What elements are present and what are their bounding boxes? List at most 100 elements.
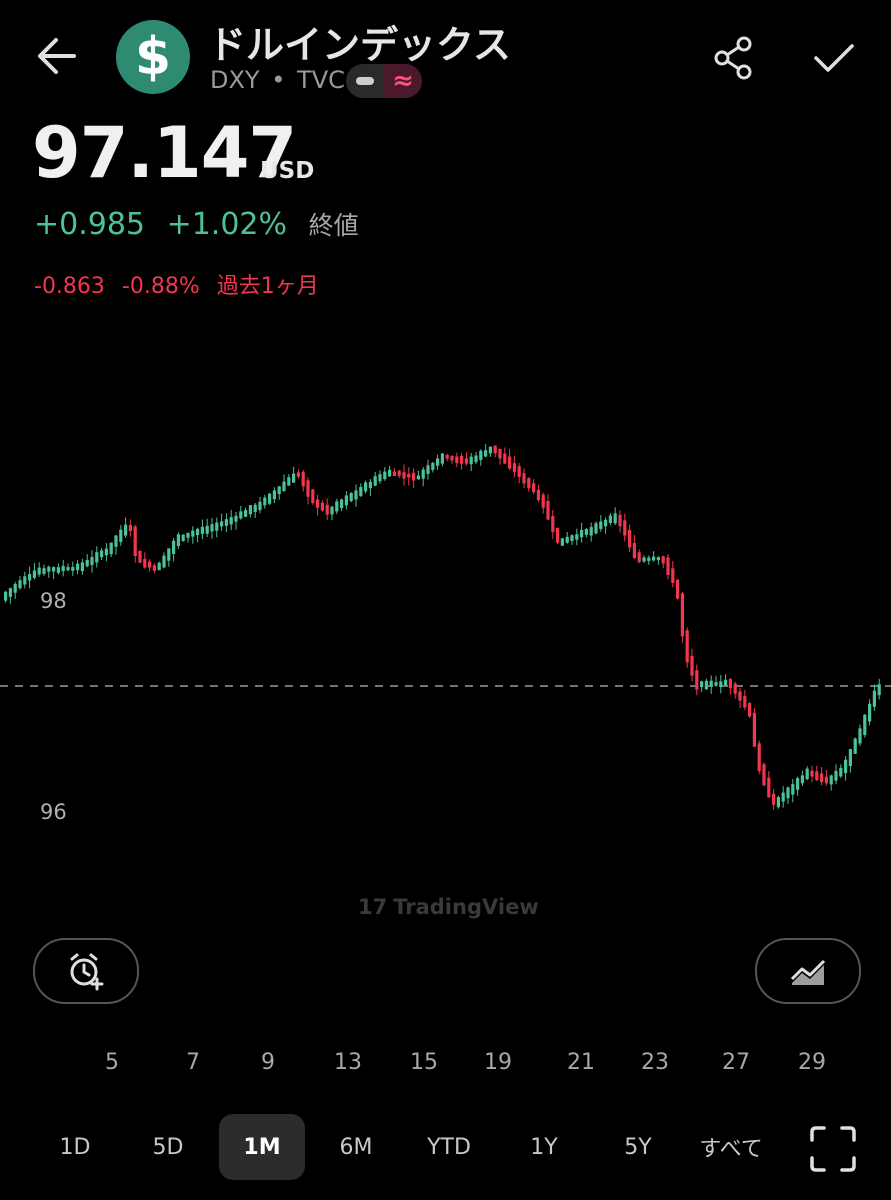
range-option-すべて[interactable]: すべて — [699, 1137, 763, 1162]
candle-body — [752, 712, 756, 747]
candle-body — [431, 462, 435, 470]
candle-body — [124, 524, 128, 536]
candle-body — [196, 528, 200, 536]
candle-body — [632, 543, 636, 559]
candle-body — [176, 534, 180, 547]
candle-body — [407, 473, 411, 478]
candle-body — [354, 490, 358, 500]
share-button[interactable] — [706, 30, 762, 86]
candle-body — [628, 530, 632, 548]
candle-body — [28, 574, 32, 581]
candle-body — [848, 749, 852, 766]
candle-body — [512, 463, 516, 472]
candle-body — [786, 787, 790, 799]
candle-body — [560, 538, 564, 546]
candle-body — [762, 764, 766, 786]
x-tick-label: 5 — [105, 1050, 119, 1075]
candle-body — [661, 556, 665, 564]
candle-body — [392, 471, 396, 476]
symbol-logo: $ — [116, 20, 190, 94]
candle-body — [608, 515, 612, 523]
range-option-5d[interactable]: 5D — [152, 1134, 184, 1160]
check-icon — [814, 44, 854, 72]
candle-body — [671, 568, 675, 583]
candle-body — [234, 515, 238, 522]
candle-body — [224, 519, 228, 526]
candle-body — [469, 456, 473, 465]
compare-chart-icon — [790, 959, 826, 985]
range-option-ytd[interactable]: YTD — [427, 1134, 471, 1160]
x-tick-label: 15 — [410, 1050, 438, 1075]
candle-body — [258, 501, 262, 511]
x-tick-label: 23 — [641, 1050, 669, 1075]
candle-body — [13, 584, 17, 593]
confirm-button[interactable] — [806, 30, 862, 86]
candle-body — [695, 670, 699, 690]
candle-body — [748, 703, 752, 717]
candle-body — [100, 550, 104, 558]
candle-body — [340, 499, 344, 509]
candle-body — [306, 480, 310, 497]
candle-body — [412, 472, 416, 481]
price-chart[interactable]: 98 96 — [0, 420, 891, 880]
candle-body — [368, 481, 372, 489]
candle-body — [282, 481, 286, 492]
back-arrow-icon — [38, 38, 76, 74]
candle-body — [536, 489, 540, 501]
range-option-6m[interactable]: 6M — [339, 1134, 373, 1160]
candle-body — [863, 714, 867, 736]
range-option-1d[interactable]: 1D — [59, 1134, 91, 1160]
candle-body — [200, 526, 204, 534]
range-option-5y[interactable]: 5Y — [624, 1134, 652, 1160]
candle-body — [421, 469, 425, 479]
candle-body — [143, 558, 147, 568]
candle-body — [301, 471, 305, 487]
candle-body — [330, 506, 334, 515]
candle-body — [402, 472, 406, 479]
candle-body — [61, 565, 65, 572]
compare-chart-button[interactable] — [755, 938, 861, 1004]
candle-body — [484, 450, 488, 457]
candle-body — [66, 567, 70, 571]
candle-body — [647, 557, 651, 561]
candle-body — [277, 486, 281, 494]
candle-body — [604, 519, 608, 527]
candle-body — [570, 535, 574, 541]
tradingview-watermark: 17 TradingView — [358, 895, 539, 919]
candle-body — [23, 576, 27, 585]
fullscreen-icon — [810, 1126, 856, 1172]
candle-body — [440, 453, 444, 464]
candle-body — [522, 473, 526, 484]
candle-body — [152, 565, 156, 571]
candle-body — [623, 520, 627, 536]
candle-body — [757, 743, 761, 772]
candle-body — [378, 474, 382, 482]
share-icon — [714, 36, 752, 80]
data-status-pill[interactable]: ≈ — [346, 64, 422, 98]
range-option-1m[interactable]: 1M — [219, 1114, 305, 1180]
approx-icon: ≈ — [392, 66, 414, 96]
fullscreen-button[interactable] — [808, 1124, 858, 1174]
candle-body — [450, 455, 454, 461]
candle-body — [824, 776, 828, 784]
candle-body — [474, 455, 478, 463]
candle-body — [248, 505, 252, 515]
candle-body — [268, 493, 272, 504]
candle-body — [858, 728, 862, 744]
candle-body — [220, 521, 224, 527]
candle-body — [656, 557, 660, 561]
candle-body — [868, 703, 872, 722]
candle-body — [714, 682, 718, 686]
range-option-1y[interactable]: 1Y — [530, 1134, 558, 1160]
candle-body — [594, 523, 598, 534]
candle-body — [685, 630, 689, 663]
add-alert-button[interactable] — [33, 938, 139, 1004]
candle-body — [700, 681, 704, 688]
dash-icon — [356, 77, 374, 85]
candle-body — [565, 536, 569, 543]
symbol-subtitle: DXY • TVC — [210, 66, 345, 94]
page-title: ドルインデックス — [208, 23, 511, 67]
candle-body — [618, 514, 622, 527]
candle-body — [517, 466, 521, 477]
back-button[interactable] — [22, 24, 92, 88]
